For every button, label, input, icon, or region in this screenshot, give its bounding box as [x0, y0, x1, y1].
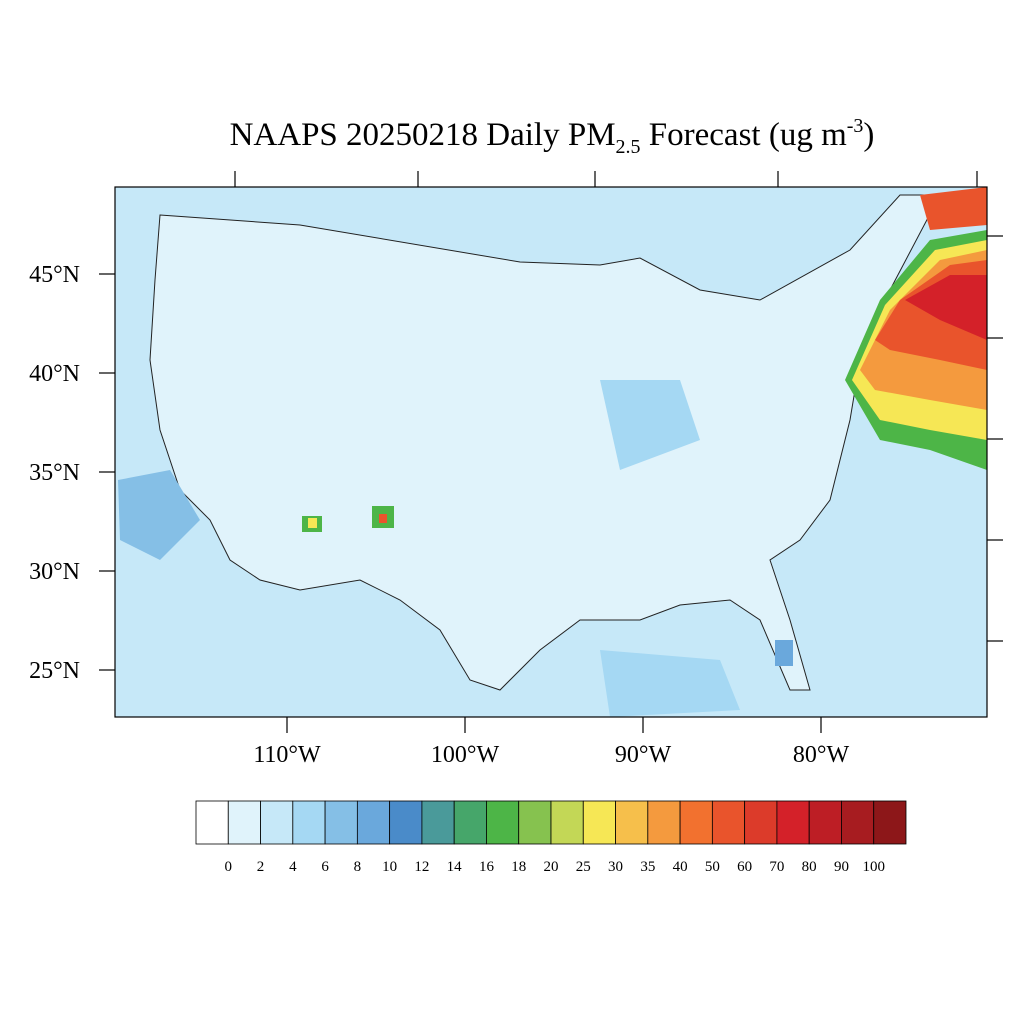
title-superscript: -3 — [847, 115, 864, 137]
plume — [600, 650, 740, 717]
colorbar-label: 30 — [608, 859, 623, 875]
land — [149, 194, 941, 691]
map-frame — [114, 186, 988, 718]
colorbar-box — [389, 800, 423, 845]
plume — [775, 640, 793, 666]
plume — [600, 380, 700, 470]
lon-label: 100°W — [431, 742, 500, 768]
title-text: ) — [863, 117, 874, 153]
colorbar-box — [808, 800, 842, 845]
graticule-ticks — [234, 171, 1003, 642]
plume — [920, 187, 987, 230]
lon-label: 80°W — [793, 742, 850, 768]
colorbar-label: 40 — [673, 859, 688, 875]
plume — [308, 518, 317, 528]
colorbar-box — [324, 800, 358, 845]
lat-label: 35°N — [29, 460, 80, 486]
lat-label: 25°N — [29, 658, 80, 684]
colorbar-label: 2 — [257, 859, 265, 875]
colorbar-box — [550, 800, 584, 845]
colorbar-box — [841, 800, 875, 845]
plume — [379, 514, 387, 523]
lat-label: 30°N — [29, 559, 80, 585]
map-field — [115, 187, 987, 717]
colorbar-box — [421, 800, 455, 845]
colorbar-box — [776, 800, 810, 845]
colorbar-box — [582, 800, 616, 845]
lon-label: 110°W — [253, 742, 321, 768]
colorbar-box — [647, 800, 681, 845]
colorbar-box — [711, 800, 746, 845]
lon-label: 90°W — [615, 742, 672, 768]
title-text: Forecast (ug m — [641, 117, 848, 153]
colorbar-label: 50 — [705, 859, 720, 875]
colorbar-label: 18 — [511, 859, 526, 875]
colorbar-box — [679, 800, 713, 845]
colorbar-label: 100 — [862, 859, 885, 875]
colorbar-label: 60 — [737, 859, 752, 875]
lat-label: 45°N — [29, 262, 80, 288]
colorbar-box — [292, 800, 326, 845]
colorbar-label: 8 — [354, 859, 362, 875]
colorbar-box — [744, 800, 778, 845]
title-subscript: 2.5 — [616, 136, 641, 158]
colorbar-label: 70 — [769, 859, 784, 875]
lat-label: 40°N — [29, 361, 80, 387]
colorbar-label: 80 — [802, 859, 817, 875]
colorbar-box — [356, 800, 391, 845]
title-text: NAAPS 20250218 Daily PM — [230, 117, 616, 153]
colorbar-label: 12 — [414, 859, 429, 875]
colorbar-label: 10 — [382, 859, 397, 875]
colorbar-label: 25 — [576, 859, 591, 875]
colorbar-label: 20 — [544, 859, 559, 875]
plume — [905, 275, 987, 340]
colorbar-box — [873, 800, 907, 845]
colorbar-box — [260, 800, 294, 845]
colorbar-label: 35 — [640, 859, 655, 875]
colorbar-label: 0 — [225, 859, 233, 875]
colorbar-box — [453, 800, 487, 845]
colorbar-box — [227, 800, 261, 845]
colorbar-box — [195, 800, 229, 845]
colorbar-label: 6 — [321, 859, 329, 875]
colorbar-label: 14 — [447, 859, 463, 875]
colorbar-label: 16 — [479, 859, 495, 875]
colorbar-label: 4 — [289, 859, 297, 875]
map-title: NAAPS 20250218 Daily PM2.5 Forecast (ug … — [230, 115, 875, 158]
colorbar-box — [615, 800, 649, 845]
colorbar-label: 90 — [834, 859, 849, 875]
colorbar-box — [518, 800, 552, 845]
colorbar-box — [486, 800, 520, 845]
plume — [118, 470, 200, 560]
